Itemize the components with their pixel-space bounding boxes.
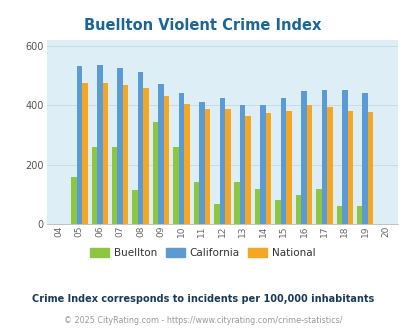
Bar [321, 90, 326, 224]
Bar [193, 182, 198, 224]
Bar [315, 189, 321, 224]
Bar [184, 104, 189, 224]
Bar [362, 93, 367, 224]
Text: Buellton Violent Crime Index: Buellton Violent Crime Index [84, 18, 321, 33]
Bar [260, 105, 265, 224]
Bar [295, 195, 301, 224]
Legend: Buellton, California, National: Buellton, California, National [86, 244, 319, 262]
Bar [265, 113, 271, 224]
Bar [326, 107, 332, 224]
Bar [204, 109, 210, 224]
Bar [112, 148, 117, 224]
Bar [123, 85, 128, 224]
Bar [356, 206, 362, 224]
Bar [286, 111, 291, 224]
Bar [71, 177, 77, 224]
Bar [91, 148, 97, 224]
Bar [102, 82, 108, 224]
Bar [158, 84, 163, 224]
Bar [213, 204, 219, 224]
Bar [280, 98, 286, 224]
Bar [336, 206, 341, 224]
Bar [132, 190, 138, 224]
Bar [347, 111, 352, 224]
Bar [117, 68, 123, 224]
Bar [82, 83, 87, 224]
Bar [219, 98, 224, 224]
Bar [245, 115, 250, 224]
Bar [173, 148, 178, 224]
Bar [254, 189, 260, 224]
Text: © 2025 CityRating.com - https://www.cityrating.com/crime-statistics/: © 2025 CityRating.com - https://www.city… [64, 316, 341, 325]
Bar [138, 72, 143, 224]
Bar [275, 200, 280, 224]
Bar [341, 90, 347, 224]
Bar [152, 121, 158, 224]
Bar [143, 88, 149, 224]
Bar [178, 93, 184, 224]
Bar [306, 105, 311, 224]
Bar [97, 65, 102, 224]
Bar [234, 182, 239, 224]
Bar [301, 91, 306, 224]
Bar [239, 105, 245, 224]
Bar [77, 66, 82, 224]
Bar [224, 109, 230, 224]
Bar [198, 102, 204, 224]
Text: Crime Index corresponds to incidents per 100,000 inhabitants: Crime Index corresponds to incidents per… [32, 294, 373, 304]
Bar [367, 112, 373, 224]
Bar [163, 96, 169, 224]
